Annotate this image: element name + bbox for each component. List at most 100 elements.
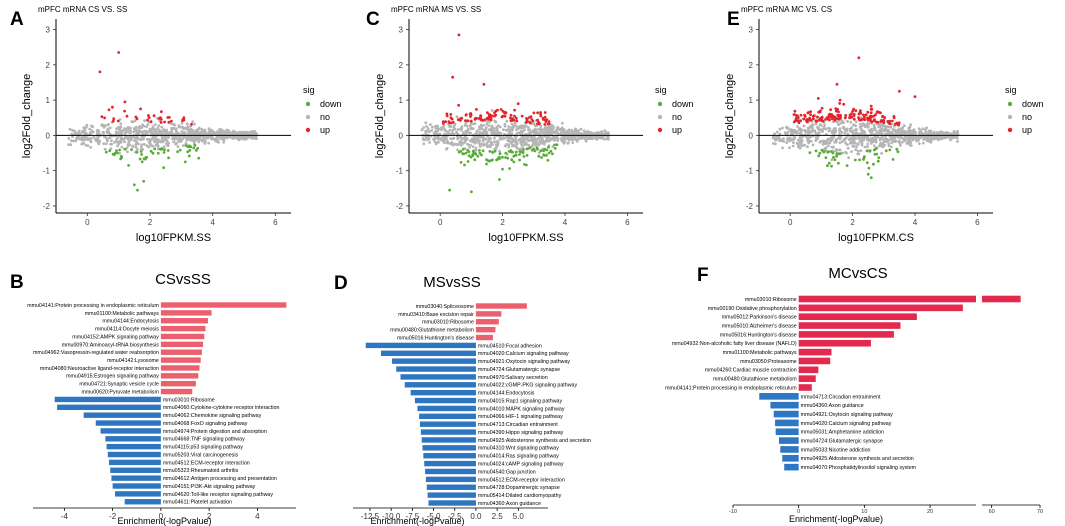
point-no	[106, 127, 110, 131]
point-down	[480, 153, 483, 157]
point-no	[197, 127, 201, 131]
point-no	[475, 138, 479, 141]
point-down	[536, 147, 539, 151]
point-down	[194, 149, 198, 152]
point-no	[869, 130, 872, 134]
pathway-label: mmu04022:cGMP-PKG signaling pathway	[478, 383, 578, 389]
pathway-label: mmu04620:Toll-like receptor signaling pa…	[163, 492, 273, 498]
point-down	[188, 149, 192, 152]
point-no	[129, 131, 132, 135]
point-no	[67, 137, 71, 140]
point-up	[499, 108, 503, 111]
point-no	[254, 136, 258, 140]
x-tick-label: -4	[61, 512, 69, 521]
legend-marker-up	[305, 127, 311, 133]
point-no	[537, 151, 541, 155]
point-no	[207, 135, 211, 139]
point-up	[445, 112, 449, 116]
point-no	[90, 137, 93, 140]
point-no	[567, 138, 571, 142]
point-up	[504, 111, 508, 115]
point-no	[516, 147, 520, 151]
point-up	[544, 120, 548, 124]
pathway-label: mmu04970:Salivary secretion	[478, 375, 548, 381]
point-up	[464, 119, 467, 122]
point-down	[545, 148, 549, 152]
point-no	[802, 143, 806, 147]
point-no	[194, 135, 198, 139]
x-tick-label: 5.0	[513, 512, 525, 521]
point-no	[114, 130, 118, 134]
point-down	[178, 148, 182, 152]
point-no	[917, 142, 921, 146]
point-no	[481, 139, 485, 143]
pathway-label: mmu04020:Calcium signaling pathway	[478, 351, 569, 357]
point-up	[850, 112, 853, 116]
bar-down	[380, 350, 476, 356]
x-axis-label: log10FPKM.CS	[838, 232, 914, 244]
point-up	[842, 102, 846, 106]
x-tick-label: 4	[913, 218, 918, 227]
x-tick-label: -5.0	[427, 512, 441, 521]
point-no	[186, 126, 189, 129]
point-no	[858, 140, 862, 144]
point-down	[553, 147, 557, 150]
point-no	[460, 143, 463, 147]
point-no	[850, 126, 853, 130]
point-up	[182, 116, 186, 120]
point-no	[89, 139, 92, 143]
point-no	[556, 139, 560, 143]
point-down	[498, 152, 502, 156]
point-no	[163, 135, 167, 139]
point-up	[809, 113, 812, 116]
point-down	[459, 161, 463, 164]
point-no	[816, 126, 819, 129]
point-up	[147, 116, 151, 120]
point-no	[866, 125, 870, 129]
point-down	[115, 149, 118, 153]
point-no	[539, 136, 543, 139]
pathway-label: mmu05016:Huntington's disease	[397, 335, 474, 341]
point-no	[856, 149, 860, 153]
point-no	[134, 125, 138, 129]
point-no	[789, 128, 793, 132]
point-no	[475, 129, 479, 133]
point-no	[498, 149, 501, 153]
pathway-label: mmu04068:FoxO signaling pathway	[163, 421, 248, 427]
point-no	[887, 132, 891, 136]
point-up	[509, 113, 513, 117]
point-no	[180, 122, 184, 125]
point-no	[115, 127, 118, 130]
point-down	[501, 155, 504, 159]
point-down	[549, 149, 553, 153]
point-no	[464, 129, 468, 133]
point-no	[811, 128, 814, 132]
data-points	[420, 33, 610, 194]
point-no	[576, 137, 580, 141]
point-no	[490, 109, 494, 112]
point-no	[824, 127, 828, 131]
y-tick-label: 0	[399, 131, 404, 140]
point-no	[511, 138, 514, 141]
point-no	[102, 142, 106, 146]
point-no	[132, 130, 136, 134]
point-no	[480, 127, 484, 131]
point-no	[850, 130, 854, 134]
pathway-label: mmu04070:Phosphatidylinositol signaling …	[801, 465, 917, 471]
point-no	[84, 125, 88, 129]
point-up	[149, 120, 153, 124]
point-up	[859, 118, 862, 122]
point-no	[136, 131, 140, 135]
point-down	[832, 156, 835, 159]
point-no	[910, 137, 913, 140]
point-no	[859, 149, 863, 153]
point-no	[443, 137, 447, 141]
bar-up	[798, 322, 901, 329]
point-no	[847, 156, 850, 160]
point-up	[892, 115, 896, 118]
point-no	[171, 127, 175, 130]
point-up	[839, 114, 842, 117]
point-no	[80, 138, 84, 142]
point-up	[834, 107, 838, 110]
point-up	[501, 114, 505, 118]
